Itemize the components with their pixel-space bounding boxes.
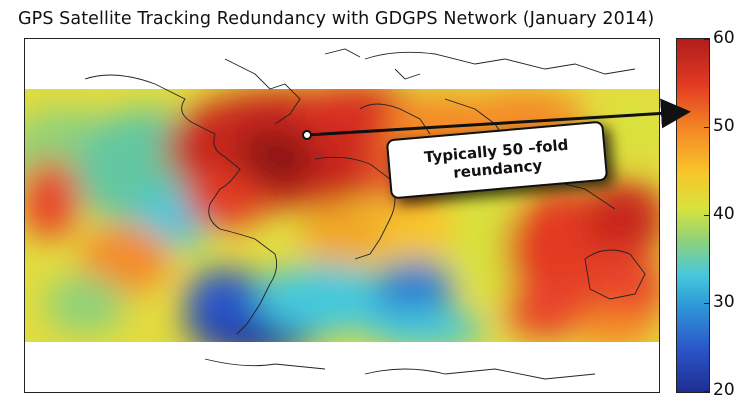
colorbar-tick-label: 50 — [713, 116, 735, 136]
colorbar-tick-mark — [704, 127, 710, 128]
colorbar-tick-label: 60 — [713, 28, 735, 48]
colorbar-tick-mark — [704, 303, 710, 304]
colorbar-tick-mark — [704, 215, 710, 216]
coastline-outlines — [25, 39, 659, 392]
colorbar-tick-label: 20 — [713, 380, 735, 400]
map-title: GPS Satellite Tracking Redundancy with G… — [18, 9, 655, 29]
colorbar-tick-mark — [704, 39, 710, 40]
colorbar-tick-label: 30 — [713, 292, 735, 312]
colorbar-tick-label: 40 — [713, 204, 735, 224]
world-map — [24, 38, 660, 393]
colorbar-tick-mark — [704, 391, 710, 392]
